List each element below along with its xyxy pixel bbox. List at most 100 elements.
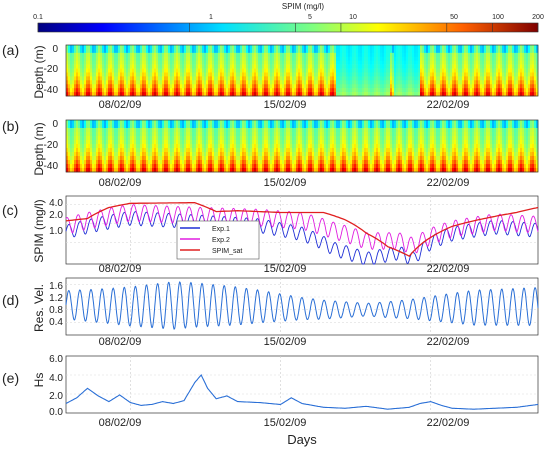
heatmap-cell <box>308 76 311 81</box>
heatmap-cell <box>96 148 99 153</box>
heatmap-cell <box>204 60 207 65</box>
heatmap-cell <box>430 64 433 69</box>
heatmap-cell <box>66 152 69 157</box>
heatmap-cell <box>300 140 303 145</box>
heatmap-cell <box>340 88 343 93</box>
heatmap-cell <box>244 60 247 65</box>
heatmap-cell <box>194 68 197 73</box>
heatmap-cell <box>128 72 131 77</box>
heatmap-cell <box>122 132 125 137</box>
heatmap-cell <box>184 120 187 125</box>
heatmap-cell <box>214 56 217 61</box>
heatmap-cell <box>426 48 429 54</box>
heatmap-cell <box>146 68 149 73</box>
heatmap-cell <box>332 140 335 145</box>
heatmap-cell <box>214 140 217 145</box>
heatmap-cell <box>102 128 105 133</box>
heatmap-cell <box>174 52 177 58</box>
heatmap-cell <box>166 52 169 58</box>
heatmap-cell <box>206 164 209 169</box>
heatmap-cell <box>426 45 429 50</box>
heatmap-cell <box>294 164 297 169</box>
heatmap-cell <box>120 128 123 133</box>
heatmap-cell <box>174 45 177 50</box>
heatmap-cell <box>310 124 313 129</box>
heatmap-cell <box>136 64 139 69</box>
heatmap-cell <box>182 56 185 61</box>
heatmap-cell <box>92 148 95 153</box>
heatmap-cell <box>216 164 219 169</box>
heatmap-cell <box>406 68 409 73</box>
heatmap-cell <box>240 124 243 129</box>
heatmap-cell <box>372 48 375 54</box>
heatmap-cell <box>230 60 233 65</box>
heatmap-cell <box>278 52 281 58</box>
heatmap-cell <box>176 52 179 58</box>
heatmap-cell <box>184 140 187 145</box>
heatmap-cell <box>276 64 279 69</box>
heatmap-cell <box>286 80 289 85</box>
heatmap-cell <box>480 48 483 54</box>
heatmap-cell <box>264 148 267 153</box>
heatmap-cell <box>332 92 335 97</box>
heatmap-cell <box>204 72 207 77</box>
heatmap-cell <box>316 132 319 137</box>
heatmap-cell <box>78 72 81 77</box>
heatmap-cell <box>328 45 331 50</box>
heatmap-cell <box>122 140 125 145</box>
heatmap-cell <box>264 56 267 61</box>
heatmap-cell <box>202 120 205 125</box>
heatmap-cell <box>474 72 477 77</box>
heatmap-cell <box>434 60 437 65</box>
heatmap-cell <box>82 152 85 157</box>
heatmap-cell <box>510 72 513 77</box>
heatmap-cell <box>334 68 337 73</box>
heatmap-cell <box>484 80 487 85</box>
heatmap-cell <box>326 88 329 93</box>
heatmap-cell <box>142 88 145 93</box>
heatmap-cell <box>184 136 187 141</box>
heatmap-cell <box>430 84 433 89</box>
heatmap-cell <box>156 80 159 85</box>
heatmap-cell <box>454 68 457 73</box>
heatmap-cell <box>276 124 279 129</box>
heatmap-cell <box>294 128 297 133</box>
heatmap-cell <box>402 80 405 85</box>
heatmap-cell <box>144 120 147 125</box>
heatmap-cell <box>306 156 309 161</box>
heatmap-cell <box>290 64 293 69</box>
heatmap-cell <box>534 84 537 89</box>
heatmap-cell <box>142 45 145 50</box>
heatmap-cell <box>130 88 133 93</box>
heatmap-cell <box>94 48 97 54</box>
heatmap-cell <box>256 56 259 61</box>
heatmap-cell <box>180 152 183 157</box>
heatmap-cell <box>322 80 325 85</box>
heatmap-cell <box>520 68 523 73</box>
heatmap-cell <box>142 156 145 161</box>
heatmap-cell <box>278 152 281 157</box>
heatmap-cell <box>504 72 507 77</box>
heatmap-cell <box>312 160 315 165</box>
heatmap-cell <box>370 68 373 73</box>
heatmap-cell <box>346 124 349 129</box>
heatmap-cell <box>278 160 281 165</box>
heatmap-cell <box>142 120 145 125</box>
heatmap-cell <box>76 92 79 97</box>
heatmap-cell <box>184 124 187 129</box>
heatmap-cell <box>286 132 289 137</box>
heatmap-cell <box>92 144 95 149</box>
heatmap-cell <box>100 128 103 133</box>
heatmap-cell <box>264 45 267 50</box>
heatmap-cell <box>348 45 351 50</box>
heatmap-cell <box>180 80 183 85</box>
heatmap-cell <box>176 144 179 149</box>
heatmap-cell <box>280 68 283 73</box>
heatmap-cell <box>254 148 257 153</box>
heatmap-cell <box>392 60 395 65</box>
heatmap-cell <box>484 84 487 89</box>
heatmap-cell <box>68 80 71 85</box>
heatmap-cell <box>254 80 257 85</box>
heatmap-cell <box>198 76 201 81</box>
heatmap-cell <box>524 52 527 58</box>
